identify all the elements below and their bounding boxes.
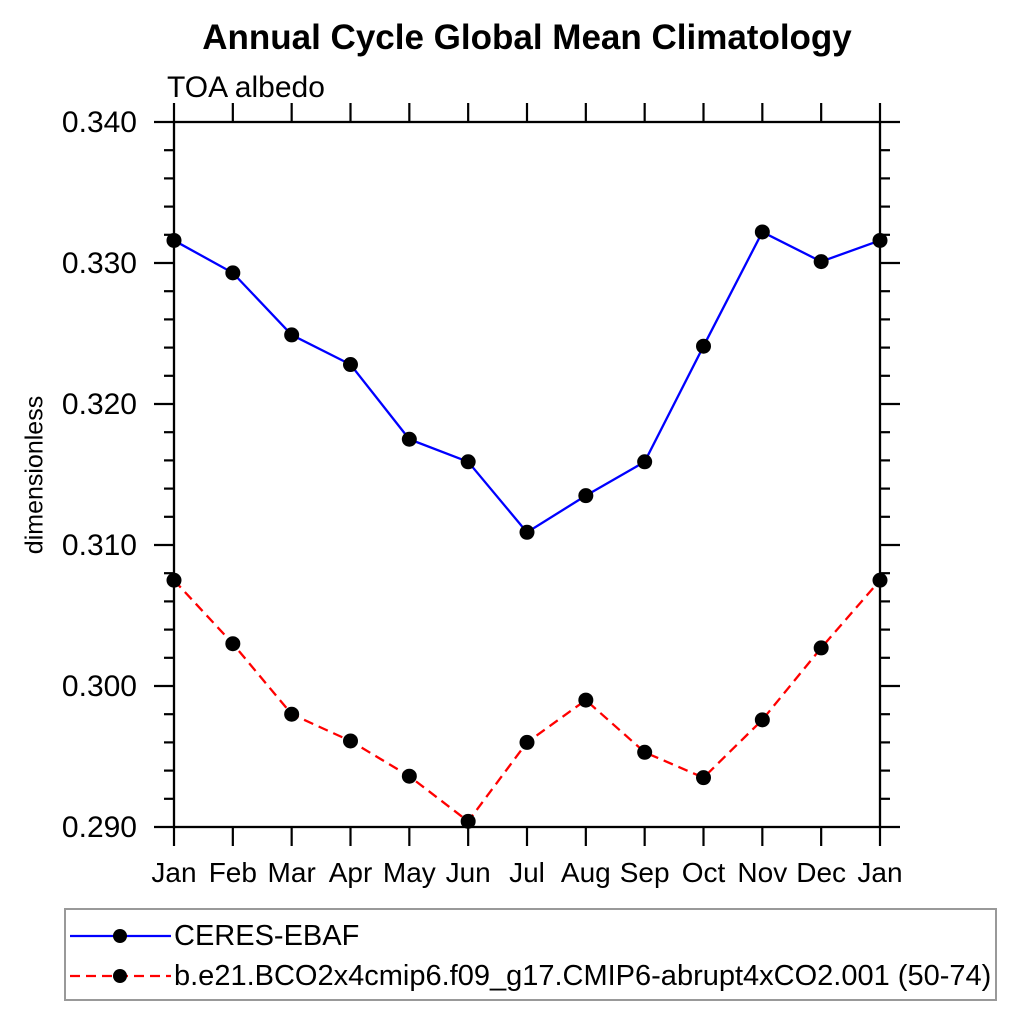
data-point-marker xyxy=(225,636,241,652)
data-point-marker xyxy=(578,692,594,708)
data-point-marker xyxy=(696,338,711,354)
legend-label: CERES-EBAF xyxy=(174,919,360,952)
x-axis: Jan Feb Mar Apr May Jun Jul Aug Sep Oct Nov Dec Jan xyxy=(151,103,903,888)
data-point-marker xyxy=(578,488,594,504)
legend-item-ceres-ebaf: CERES-EBAF xyxy=(68,919,360,952)
data-point-marker xyxy=(401,768,417,784)
data-point-marker xyxy=(225,265,241,281)
x-tick-label: Aug xyxy=(561,857,611,888)
data-point-marker xyxy=(166,572,182,588)
data-point-marker xyxy=(519,734,535,750)
data-point-marker xyxy=(460,813,476,829)
data-point-marker xyxy=(343,733,358,749)
y-axis: 0.290 0.300 0.310 0.320 0.330 0.340 xyxy=(62,106,900,844)
x-tick-label: Jan xyxy=(857,857,902,888)
y-tick-label: 0.310 xyxy=(62,529,137,562)
y-tick-label: 0.290 xyxy=(62,811,137,844)
y-tick-label: 0.340 xyxy=(62,106,137,139)
plot-frame xyxy=(172,120,882,829)
x-tick-label: Dec xyxy=(796,857,846,888)
x-tick-label: Oct xyxy=(682,857,726,888)
series-model-run xyxy=(166,572,888,829)
data-point-marker xyxy=(637,454,653,470)
series-ceres-ebaf xyxy=(166,224,888,540)
x-tick-label: Jan xyxy=(151,857,196,888)
data-point-marker xyxy=(813,254,829,270)
data-point-marker xyxy=(754,712,770,728)
chart-title: Annual Cycle Global Mean Climatology xyxy=(202,18,852,57)
data-point-marker xyxy=(754,224,770,240)
x-tick-label: Nov xyxy=(737,857,787,888)
data-point-marker xyxy=(519,524,535,540)
data-point-marker xyxy=(696,770,711,786)
legend-label: b.e21.BCO2x4cmip6.f09_g17.CMIP6-abrupt4x… xyxy=(174,959,992,992)
data-point-marker xyxy=(813,640,829,656)
series-line xyxy=(173,230,881,534)
y-tick-label: 0.300 xyxy=(62,670,137,703)
data-point-marker xyxy=(343,357,358,373)
data-point-marker xyxy=(872,572,888,588)
x-tick-label: Sep xyxy=(620,857,670,888)
x-tick-label: May xyxy=(383,857,436,888)
x-tick-label: Jul xyxy=(509,857,545,888)
y-tick-label: 0.330 xyxy=(62,247,137,280)
data-point-marker xyxy=(637,744,653,760)
chart-subtitle: TOA albedo xyxy=(167,71,325,104)
series-line xyxy=(173,579,881,823)
data-point-marker xyxy=(401,431,417,447)
data-point-marker xyxy=(166,232,182,248)
legend-line-marker-icon xyxy=(70,929,171,943)
legend-box: CERES-EBAF b.e21.BCO2x4cmip6.f09_g17.CMI… xyxy=(64,908,997,1001)
x-tick-label: Feb xyxy=(209,857,257,888)
data-point-marker xyxy=(872,232,888,248)
x-tick-label: Mar xyxy=(268,857,316,888)
data-point-marker xyxy=(284,327,300,343)
legend-line-marker-icon xyxy=(70,969,171,983)
data-point-marker xyxy=(460,454,476,470)
y-tick-label: 0.320 xyxy=(62,388,137,421)
x-tick-label: Apr xyxy=(329,857,373,888)
data-point-marker xyxy=(284,706,300,722)
legend-item-model-run: b.e21.BCO2x4cmip6.f09_g17.CMIP6-abrupt4x… xyxy=(68,959,992,992)
x-tick-label: Jun xyxy=(446,857,491,888)
